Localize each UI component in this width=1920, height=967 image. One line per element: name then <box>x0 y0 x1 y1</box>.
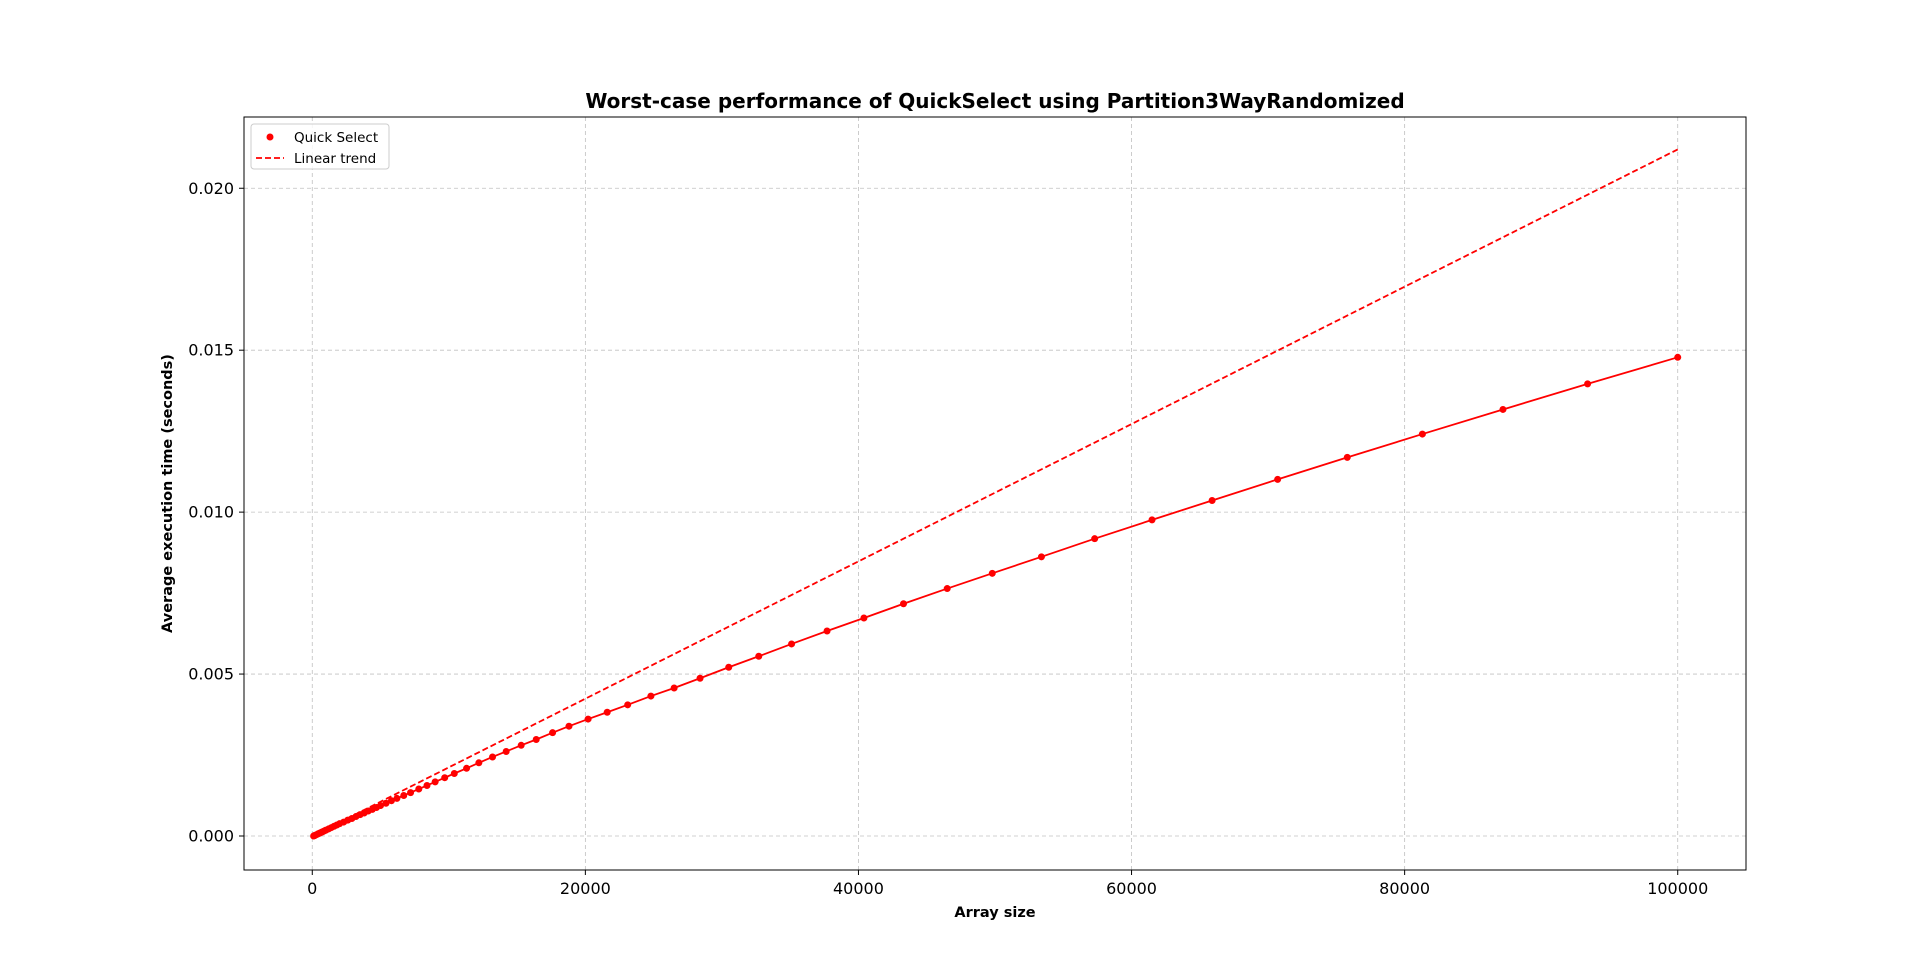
quick-select-point <box>393 794 401 802</box>
quick-select-point <box>696 674 704 682</box>
x-axis-ticks: 0 20000 40000 60000 80000 100000 <box>307 870 1708 898</box>
quick-select-point <box>647 692 655 700</box>
quick-select-point <box>502 747 510 755</box>
quick-select-point <box>377 802 385 810</box>
linear-trend-line <box>313 148 1679 837</box>
x-tick-label: 40000 <box>833 879 884 898</box>
quick-select-point <box>475 759 483 767</box>
quick-select-point <box>1208 496 1216 504</box>
series-layer <box>310 353 1682 840</box>
quick-select-point <box>584 715 592 723</box>
quick-select-point <box>900 600 908 608</box>
grid <box>244 117 1746 870</box>
quick-select-point <box>603 708 611 716</box>
quick-select-point <box>400 792 408 800</box>
x-tick-label: 0 <box>307 879 317 898</box>
y-axis-label: Average execution time (seconds) <box>160 354 176 633</box>
quick-select-point <box>415 785 423 793</box>
quick-select-point <box>943 585 951 593</box>
quick-select-point <box>517 741 525 749</box>
quick-select-point <box>1037 553 1045 561</box>
chart-title: Worst-case performance of QuickSelect us… <box>585 89 1404 113</box>
plot-area-frame <box>243 116 1747 871</box>
quick-select-point <box>387 797 395 805</box>
x-axis-label: Array size <box>954 905 1035 921</box>
quick-select-point <box>489 753 497 761</box>
quick-select-point <box>450 769 458 777</box>
quick-select-point <box>1274 475 1282 483</box>
legend-marker-quick-select <box>266 133 274 141</box>
quick-select-point <box>860 614 868 622</box>
y-axis-ticks: 0.000 0.005 0.010 0.015 0.020 <box>188 179 244 845</box>
quick-select-point <box>441 774 449 782</box>
quick-select-point <box>1418 430 1426 438</box>
legend: Quick Select Linear trend <box>250 123 390 170</box>
y-tick-label: 0.005 <box>188 665 234 684</box>
quick-select-point <box>725 663 733 671</box>
x-tick-label: 100000 <box>1647 879 1708 898</box>
y-tick-label: 0.010 <box>188 503 234 522</box>
x-tick-label: 80000 <box>1379 879 1430 898</box>
legend-label-quick-select: Quick Select <box>294 130 378 146</box>
y-tick-label: 0.000 <box>188 826 234 845</box>
quick-select-point <box>1499 405 1507 413</box>
quick-select-point <box>823 627 831 635</box>
quick-select-point <box>1343 453 1351 461</box>
quick-select-point <box>565 722 573 730</box>
quick-select-point <box>788 640 796 648</box>
quick-select-point <box>624 701 632 709</box>
trend-line-layer <box>313 148 1679 837</box>
quick-select-point <box>463 764 471 772</box>
quick-select-point <box>755 652 763 660</box>
quick-select-point <box>1674 353 1682 361</box>
y-tick-label: 0.020 <box>188 179 234 198</box>
quick-select-point <box>1584 380 1592 388</box>
quick-select-point <box>1091 535 1099 543</box>
x-tick-label: 20000 <box>560 879 611 898</box>
x-tick-label: 60000 <box>1106 879 1157 898</box>
quick-select-point <box>423 781 431 789</box>
quick-select-point <box>431 778 439 786</box>
legend-box <box>250 123 390 170</box>
quick-select-point <box>549 729 557 737</box>
quick-select-point <box>382 799 390 807</box>
quick-select-point <box>1148 516 1156 524</box>
quick-select-point <box>670 684 678 692</box>
quick-select-point <box>988 569 996 577</box>
y-tick-label: 0.015 <box>188 341 234 360</box>
quick-select-point <box>407 789 415 797</box>
quick-select-point <box>532 735 540 743</box>
legend-label-linear-trend: Linear trend <box>294 151 376 167</box>
